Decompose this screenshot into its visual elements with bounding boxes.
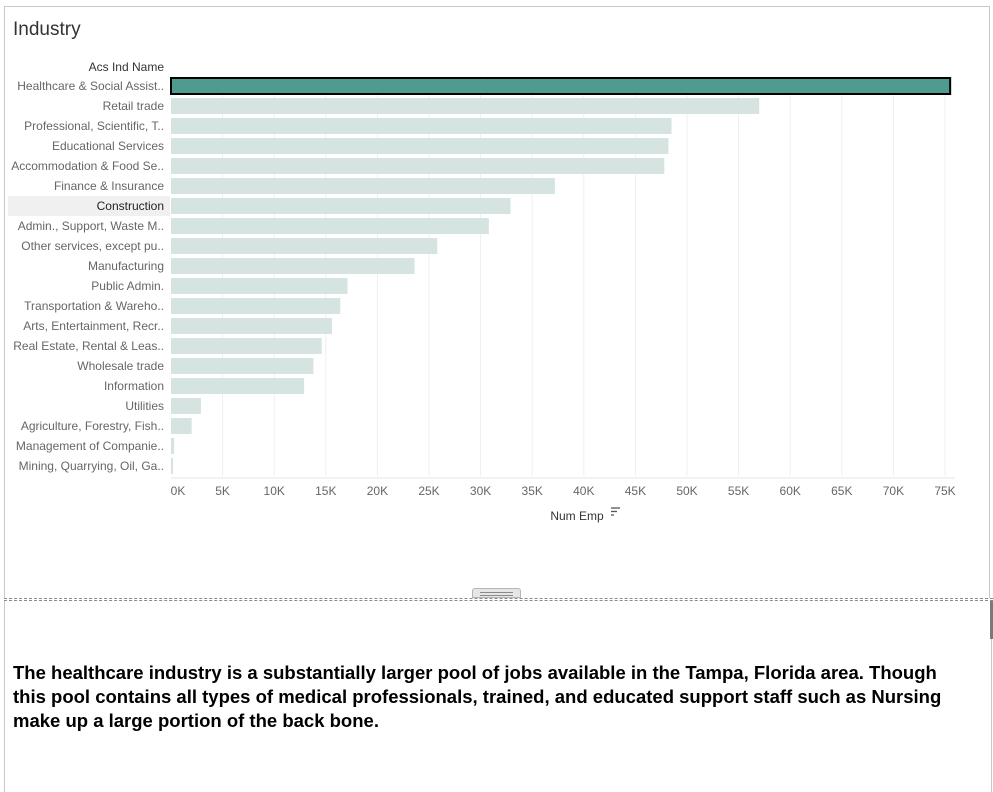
hover-row-highlight [8,196,170,216]
bar[interactable] [171,338,322,354]
category-header[interactable]: Acs Ind Name [89,60,165,74]
x-tick-label: 50K [676,484,697,498]
category-label[interactable]: Transportation & Wareho.. [24,299,164,313]
category-label[interactable]: Healthcare & Social Assist.. [17,79,164,93]
bar[interactable] [171,138,669,154]
bar[interactable] [170,77,952,95]
x-tick-label: 15K [315,484,336,498]
category-label[interactable]: Construction [97,199,164,213]
bar[interactable] [171,238,438,254]
bar[interactable] [171,258,415,274]
category-label[interactable]: Public Admin. [91,279,164,293]
category-label[interactable]: Agriculture, Forestry, Fish.. [21,419,164,433]
x-tick-label: 5K [215,484,230,498]
bar[interactable] [171,178,555,194]
text-panel: The healthcare industry is a substantial… [4,601,992,792]
bar[interactable] [171,278,348,294]
x-tick-label: 45K [625,484,646,498]
category-label[interactable]: Arts, Entertainment, Recr.. [23,319,164,333]
bar[interactable] [171,118,672,134]
bar[interactable] [171,378,305,394]
bar[interactable] [171,98,760,114]
category-label[interactable]: Professional, Scientific, T.. [24,119,164,133]
bar[interactable] [171,458,173,474]
category-label[interactable]: Manufacturing [88,259,164,273]
category-label[interactable]: Retail trade [103,99,165,113]
category-label[interactable]: Management of Companie.. [16,439,164,453]
bar[interactable] [171,218,489,234]
category-label[interactable]: Information [104,379,164,393]
panel-divider[interactable] [4,598,993,601]
industry-bar-chart[interactable]: Acs Ind Name Healthcare & Social Assist..… [0,0,993,560]
category-label[interactable]: Other services, except pu.. [21,239,164,253]
category-label[interactable]: Utilities [125,399,164,413]
bar[interactable] [171,198,511,214]
category-label[interactable]: Real Estate, Rental & Leas.. [13,339,164,353]
bar[interactable] [171,398,201,414]
x-tick-label: 65K [831,484,852,498]
x-tick-label: 25K [418,484,439,498]
x-axis-label[interactable]: Num Emp [550,509,604,523]
x-tick-label: 30K [470,484,491,498]
x-tick-label: 0K [171,484,186,498]
bar[interactable] [171,318,332,334]
category-label[interactable]: Mining, Quarrying, Oil, Ga.. [19,459,164,473]
category-label[interactable]: Wholesale trade [77,359,164,373]
x-tick-label: 60K [780,484,801,498]
category-label[interactable]: Finance & Insurance [54,179,164,193]
narrative-text: The healthcare industry is a substantial… [13,662,942,731]
bar[interactable] [171,358,314,374]
x-tick-label: 70K [883,484,904,498]
x-tick-label: 20K [367,484,388,498]
x-tick-label: 10K [264,484,285,498]
chart-title: Industry [13,19,81,40]
x-tick-label: 55K [728,484,749,498]
scrollbar-thumb[interactable] [990,601,993,639]
resize-handle[interactable] [472,588,521,598]
x-tick-label: 40K [573,484,594,498]
x-tick-label: 35K [522,484,543,498]
category-label[interactable]: Admin., Support, Waste M.. [18,219,164,233]
chart-panel [4,6,990,598]
x-tick-label: 75K [934,484,955,498]
sort-descending-icon[interactable] [611,507,620,516]
bar[interactable] [171,418,192,434]
category-label[interactable]: Educational Services [52,139,164,153]
bar[interactable] [171,438,175,454]
bar[interactable] [171,298,341,314]
category-label[interactable]: Accommodation & Food Se.. [11,159,164,173]
bar[interactable] [171,158,665,174]
